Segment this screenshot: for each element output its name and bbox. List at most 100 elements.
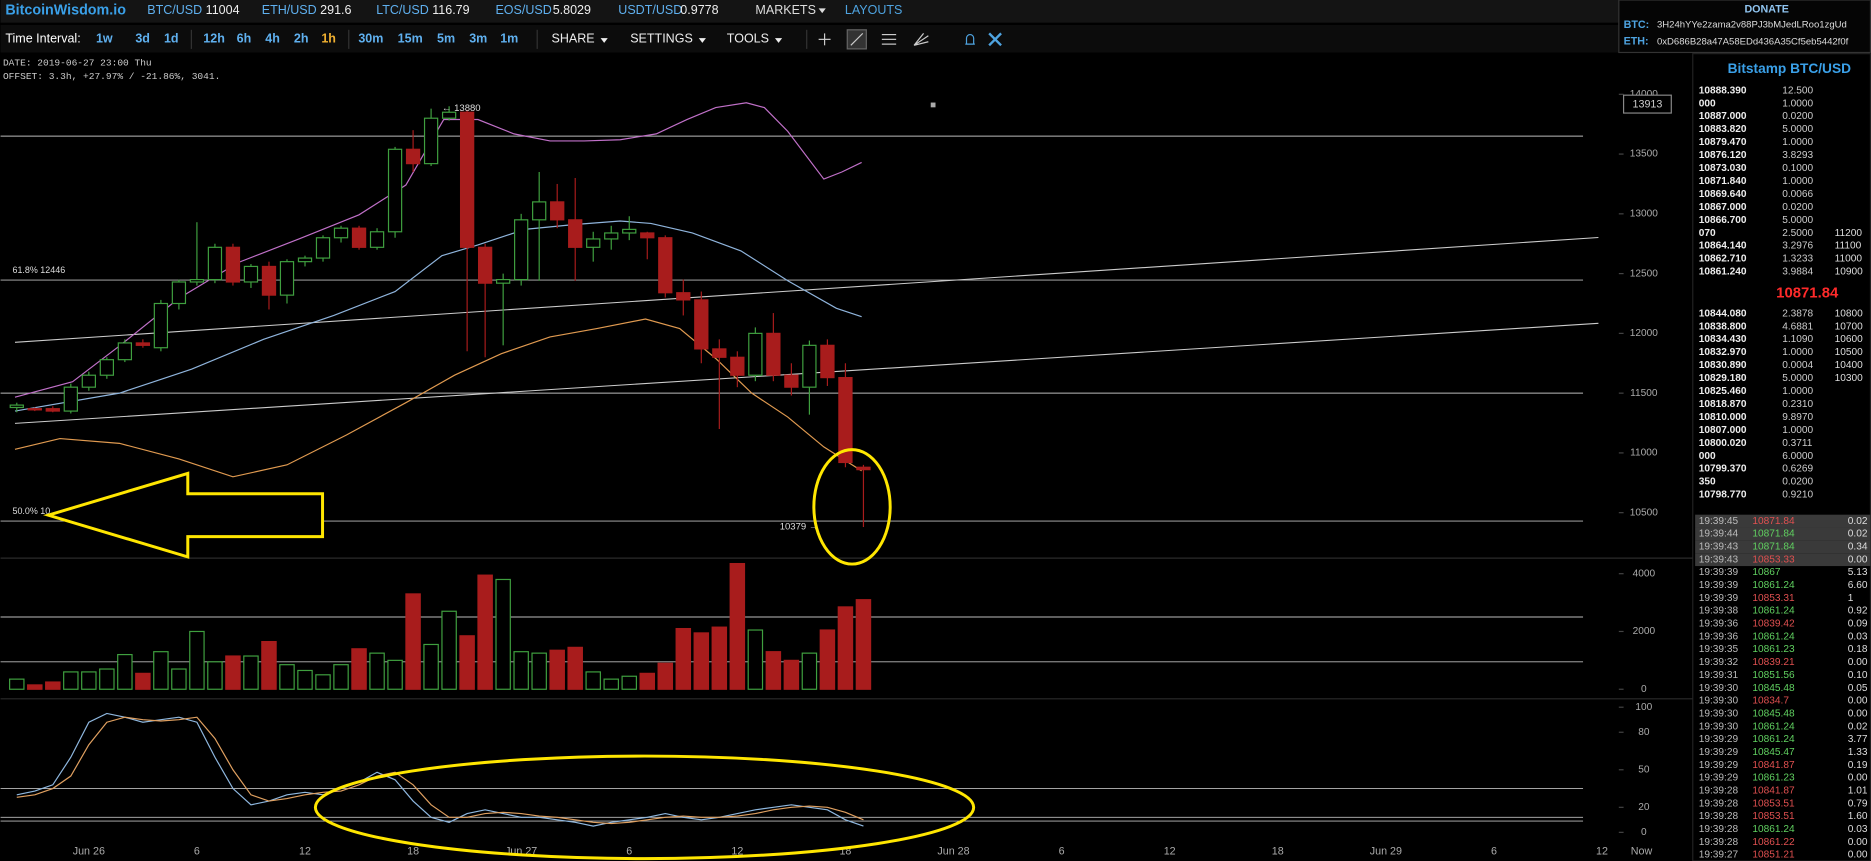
layouts-link[interactable]: LAYOUTS	[845, 3, 903, 17]
trade-amount: 0.00	[1848, 837, 1868, 848]
donate-title[interactable]: DONATE	[1744, 3, 1788, 15]
trade-amount: 3.77	[1848, 734, 1868, 745]
interval-button[interactable]: 1w	[96, 32, 113, 46]
trade-price: 10861.23	[1752, 773, 1795, 784]
interval-button[interactable]: 12h	[203, 32, 225, 46]
book-price: 000	[1699, 451, 1716, 462]
candle-body	[333, 227, 349, 239]
volume-bar	[405, 593, 421, 690]
book-amount: 4.6881	[1782, 321, 1813, 332]
x-tick-label: 12	[731, 845, 743, 857]
trade-time: 19:39:45	[1699, 516, 1739, 527]
btc-address: 3H24hYYe2zama2v88PJ3bMJedLRoo1zgUd	[1657, 20, 1847, 31]
y-tick-label: 11000	[1630, 448, 1658, 459]
menu-button[interactable]: TOOLS	[727, 32, 769, 46]
volume-bar	[729, 562, 746, 690]
trade-time: 19:39:28	[1699, 798, 1739, 809]
caret	[600, 38, 608, 43]
trade-time: 19:39:32	[1699, 657, 1739, 668]
book-amount: 2.5000	[1782, 228, 1813, 239]
menu-button[interactable]: SHARE	[552, 32, 595, 46]
candle-body	[604, 232, 619, 240]
interval-button[interactable]: 6h	[237, 32, 252, 46]
book-amount: 1.0000	[1782, 176, 1813, 187]
ticker-name[interactable]: ETH/USD	[262, 3, 317, 17]
volume-bar	[189, 630, 205, 690]
icon-fan[interactable]	[913, 33, 929, 46]
book-price: 10883.820	[1699, 124, 1747, 135]
volume-bar	[531, 652, 547, 690]
candle-body	[261, 265, 277, 296]
markets-menu[interactable]: MARKETS	[755, 3, 816, 17]
interval-button[interactable]: 1m	[500, 32, 518, 46]
logo[interactable]: BitcoinWisdom.io	[5, 3, 126, 19]
candle-body	[45, 408, 60, 412]
book-amount: 1.0000	[1782, 98, 1813, 109]
book-price: 10800.020	[1699, 438, 1747, 449]
trade-price: 10871.84	[1752, 541, 1795, 552]
candle-body	[459, 111, 475, 248]
volume-bar	[279, 664, 295, 690]
caret	[774, 38, 783, 43]
y-tick-label: 12000	[1630, 328, 1659, 339]
candle-body	[117, 342, 133, 361]
candle-body	[622, 228, 637, 234]
x-tick-label: 6	[194, 845, 200, 857]
trade-price: 10841.87	[1752, 760, 1795, 771]
trend-line	[14, 236, 1599, 343]
interval-button[interactable]: 5m	[437, 32, 455, 46]
trade-highlight	[1695, 540, 1871, 554]
trade-amount: 6.60	[1848, 580, 1868, 591]
volume-bar	[261, 640, 277, 690]
interval-button[interactable]: 1d	[164, 32, 179, 46]
book-price: 10838.800	[1699, 321, 1747, 332]
interval-button[interactable]: 1h	[321, 32, 336, 46]
candle-body	[676, 292, 691, 301]
info-date: DATE: 2019-06-27 23:00 Thu	[3, 58, 152, 69]
candle-body	[9, 404, 24, 409]
menu-button[interactable]: SETTINGS	[630, 32, 693, 46]
interval-button[interactable]: 3m	[469, 32, 487, 46]
ticker-name[interactable]: BTC/USD	[147, 3, 202, 17]
ticker-name[interactable]: EOS/USD	[495, 3, 551, 17]
trade-price: 10845.47	[1752, 747, 1795, 758]
trade-highlight	[1695, 514, 1871, 528]
volume-bar	[603, 678, 619, 690]
x-tick-label: 6	[1491, 845, 1497, 857]
icon-bell[interactable]	[965, 33, 975, 45]
interval-button[interactable]: 2h	[294, 32, 309, 46]
y-tick-label: 80	[1638, 727, 1650, 738]
volume-bar	[693, 632, 710, 690]
y-tick-label: 13500	[1630, 149, 1659, 160]
interval-button[interactable]: 15m	[398, 32, 423, 46]
interval-button[interactable]: 3d	[135, 32, 150, 46]
y-tick-label: 4000	[1633, 568, 1656, 579]
volume-bar	[675, 627, 692, 690]
candle-body	[532, 201, 547, 221]
candle-body	[820, 344, 835, 379]
icon-fullscreen[interactable]	[988, 32, 1002, 47]
book-level: 10900	[1835, 267, 1864, 278]
ticker-name[interactable]: USDT/USD	[618, 3, 682, 17]
x-tick-label: 6	[1059, 845, 1065, 857]
book-price: 350	[1699, 477, 1716, 488]
volume-bar	[423, 643, 439, 690]
book-amount: 5.0000	[1782, 373, 1813, 384]
interval-button[interactable]: 30m	[358, 32, 383, 46]
trade-price: 10853.33	[1752, 554, 1795, 565]
ticker-name[interactable]: LTC/USD	[376, 3, 429, 17]
candle-body	[423, 117, 439, 165]
btc-label: BTC:	[1624, 19, 1650, 31]
book-price: 10829.180	[1699, 373, 1747, 384]
book-amount: 0.0200	[1782, 202, 1813, 213]
interval-button[interactable]: 4h	[265, 32, 280, 46]
trade-price: 10851.21	[1752, 850, 1795, 861]
candle-body	[586, 238, 601, 248]
candle-body	[171, 281, 187, 305]
candle-body	[730, 356, 745, 376]
book-amount: 9.8970	[1782, 412, 1813, 423]
volume-bar	[351, 648, 367, 690]
volume-bar	[621, 675, 638, 690]
y-tick-label: 20	[1638, 802, 1650, 813]
